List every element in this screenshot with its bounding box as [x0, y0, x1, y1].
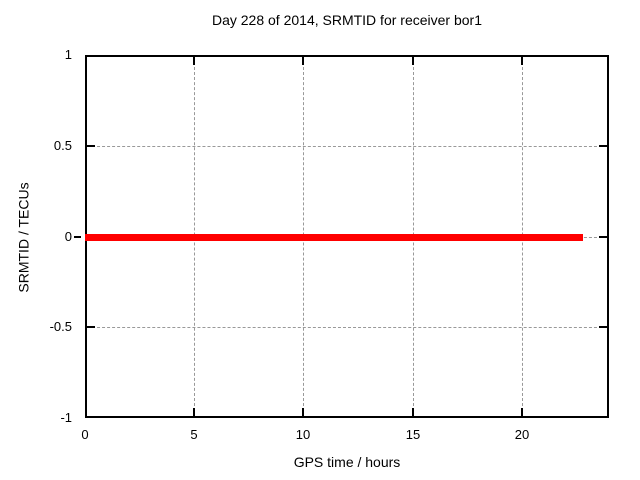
x-tick-top: [412, 57, 414, 65]
x-tick-label: 5: [190, 427, 198, 442]
y-tick-label: 1: [64, 47, 72, 62]
y-tick-label: -0.5: [49, 319, 72, 334]
y-tick-right: [599, 326, 607, 328]
x-tick-bottom: [302, 408, 304, 416]
y-gridline: [87, 327, 607, 328]
x-tick-top: [521, 57, 523, 65]
x-tick-label: 0: [81, 427, 89, 442]
y-tick-left: [87, 145, 95, 147]
x-axis-label: GPS time / hours: [293, 454, 401, 470]
y-tick-right: [599, 145, 607, 147]
x-tick-bottom: [521, 408, 523, 416]
x-tick-label: 10: [295, 427, 311, 442]
y-tick-right: [599, 236, 607, 238]
y-tick-label: -1: [60, 410, 72, 425]
y-gridline: [87, 146, 607, 147]
x-tick-bottom: [193, 408, 195, 416]
x-tick-top: [302, 57, 304, 65]
y-tick-left: [87, 326, 95, 328]
x-tick-label: 15: [405, 427, 421, 442]
x-tick-top: [193, 57, 195, 65]
data-series-line: [85, 234, 583, 241]
y-zero-outside-tick: [74, 236, 81, 238]
y-tick-label: 0.5: [53, 138, 72, 153]
x-tick-bottom: [412, 408, 414, 416]
x-tick-label: 20: [514, 427, 530, 442]
y-tick-label: 0: [64, 229, 72, 244]
chart-title: Day 228 of 2014, SRMTID for receiver bor…: [211, 12, 482, 28]
